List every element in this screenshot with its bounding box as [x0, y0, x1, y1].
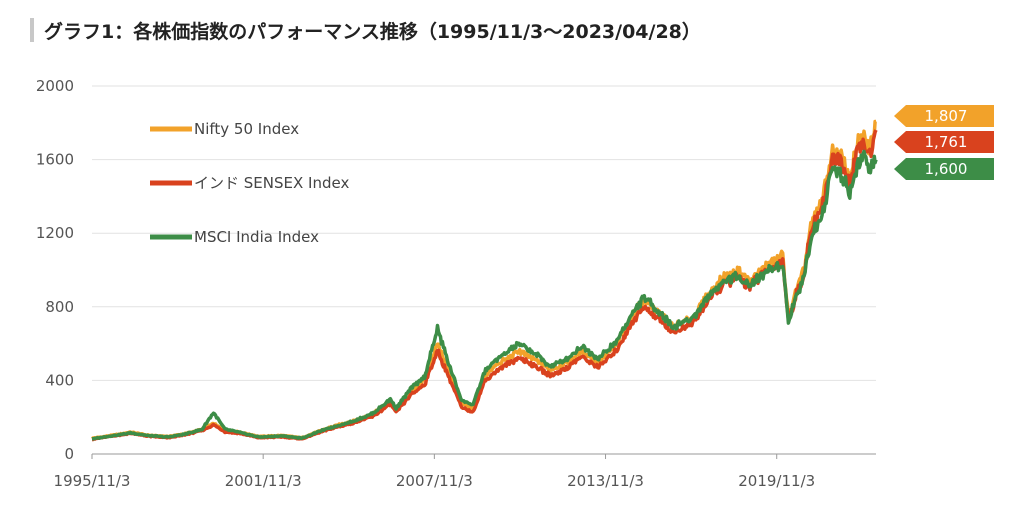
- end-value-tag: [894, 131, 994, 153]
- y-tick-label: 1200: [36, 224, 74, 242]
- x-tick-label: 1995/11/3: [54, 472, 131, 490]
- end-value-label: 1,807: [925, 107, 968, 125]
- y-tick-label: 2000: [36, 77, 74, 95]
- y-tick-label: 0: [64, 445, 74, 463]
- y-tick-label: 400: [45, 371, 74, 389]
- series-line-2: [91, 129, 878, 442]
- x-tick-label: 2001/11/3: [225, 472, 302, 490]
- x-tick-label: 2019/11/3: [738, 472, 815, 490]
- series-line-3: [91, 149, 878, 441]
- x-tick-label: 2013/11/3: [567, 472, 644, 490]
- chart-title: グラフ1：各株価指数のパフォーマンス推移（1995/11/3～2023/04/2…: [44, 21, 701, 43]
- end-value-tag: [894, 158, 994, 180]
- x-tick-label: 2007/11/3: [396, 472, 473, 490]
- end-value-tag: [894, 105, 994, 127]
- end-value-label: 1,600: [925, 160, 968, 178]
- legend-label: Nifty 50 Index: [194, 120, 299, 138]
- legend-label: インド SENSEX Index: [194, 174, 349, 192]
- y-tick-label: 1600: [36, 151, 74, 169]
- y-tick-label: 800: [45, 298, 74, 316]
- end-value-label: 1,761: [925, 133, 968, 151]
- title-accent-bar: [30, 18, 34, 42]
- legend-label: MSCI India Index: [194, 228, 319, 246]
